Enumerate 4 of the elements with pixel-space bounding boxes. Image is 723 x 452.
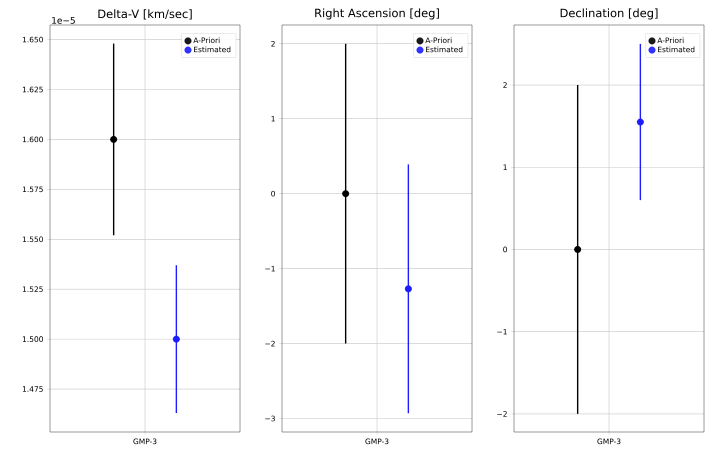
text: 1e−5 [52,17,75,24]
chart-title: Right Ascension [deg] [315,8,439,20]
chart-title: Declination [deg] [560,8,658,20]
chart-title: Delta-V [km/sec] [98,9,192,20]
